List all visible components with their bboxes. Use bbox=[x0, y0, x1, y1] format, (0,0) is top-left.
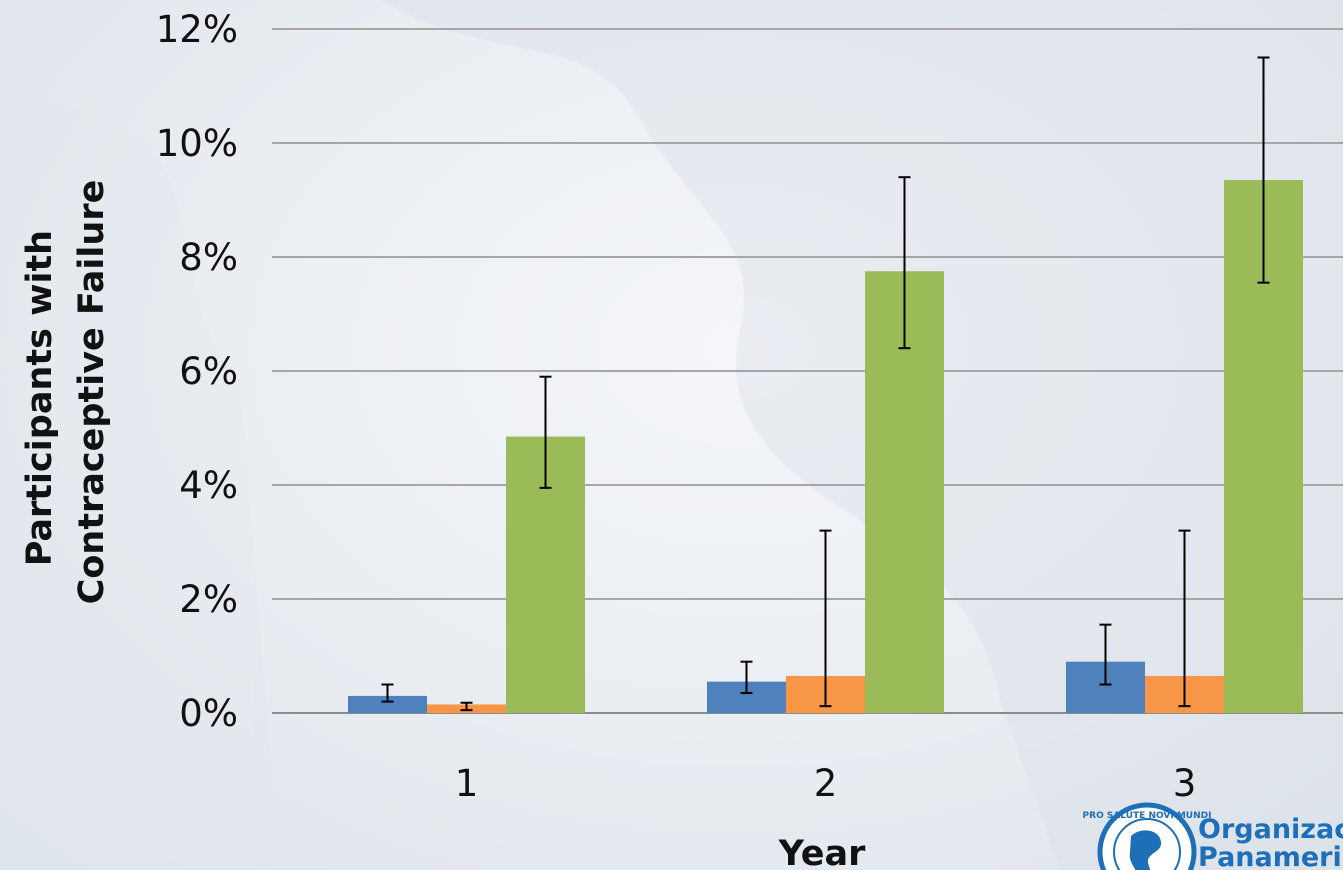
x-tick-label: 1 bbox=[455, 762, 479, 805]
error-bars bbox=[381, 56, 1270, 712]
y-tick-label: 10% bbox=[156, 122, 238, 165]
y-tick-labels: 0% 2% 4% 6% 8% 10% 12% bbox=[156, 8, 238, 735]
y-tick-label: 12% bbox=[156, 8, 238, 51]
x-axis-title: Year bbox=[778, 834, 866, 870]
y-axis-title: Participants with Contraceptive Failure bbox=[20, 180, 112, 605]
bar-series1-year1 bbox=[348, 695, 427, 713]
x-tick-label: 2 bbox=[814, 762, 838, 805]
y-axis-title-line-1: Participants with bbox=[20, 230, 60, 566]
logo-text-line-2: Panamericana bbox=[1198, 842, 1343, 870]
y-tick-label: 8% bbox=[179, 236, 238, 279]
logo-seal-text: PRO SALUTE NOVI MUNDI bbox=[1083, 811, 1212, 821]
y-tick-label: 6% bbox=[179, 350, 238, 393]
x-tick-labels: 1 2 3 bbox=[455, 762, 1197, 805]
x-tick-label: 3 bbox=[1173, 762, 1197, 805]
y-tick-label: 2% bbox=[179, 578, 238, 621]
organization-logo: PRO SALUTE NOVI MUNDI Organización Panam… bbox=[1083, 802, 1343, 870]
y-axis-title-line-2: Contraceptive Failure bbox=[72, 180, 112, 605]
y-tick-label: 0% bbox=[179, 692, 238, 735]
y-tick-label: 4% bbox=[179, 464, 238, 507]
logo-text-line-1: Organización bbox=[1198, 814, 1343, 845]
